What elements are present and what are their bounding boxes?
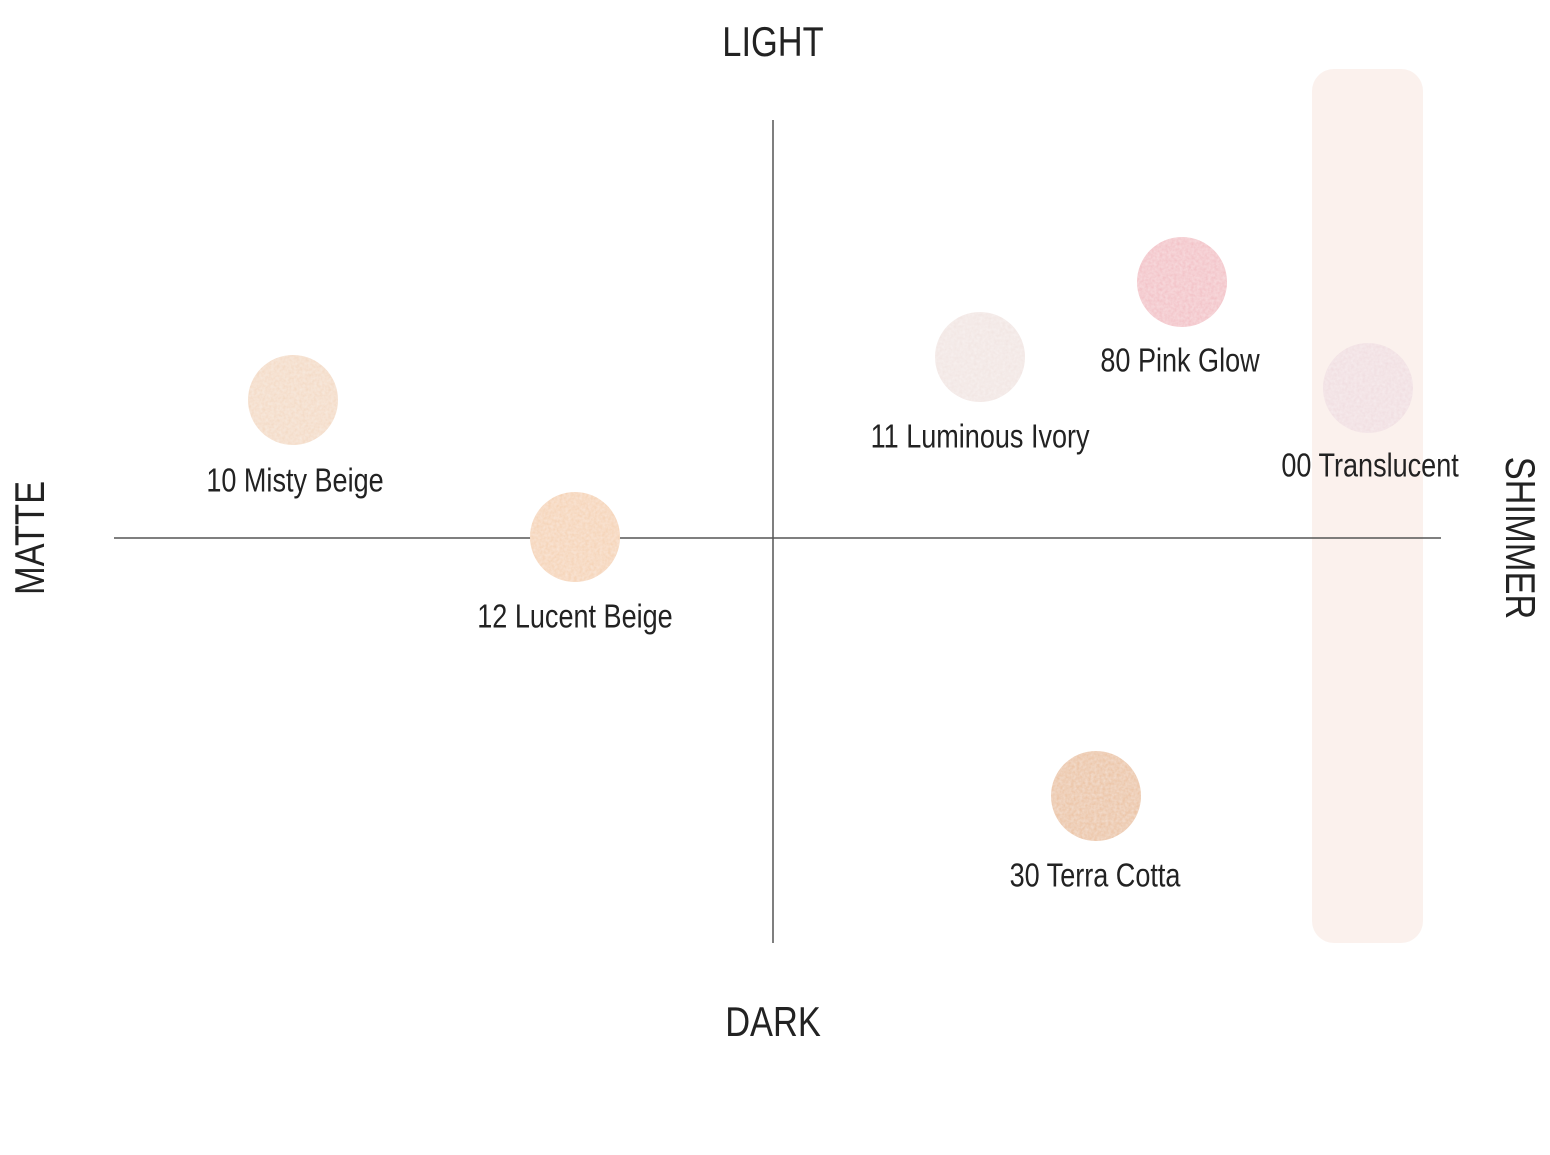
product-label: 11 Luminous Ivory	[871, 419, 1091, 455]
swatches	[248, 237, 1413, 841]
swatch	[1323, 343, 1413, 433]
product-labels: 10 Misty Beige 12 Lucent Beige 11 Lumino…	[206, 343, 1459, 894]
product-label: 80 Pink Glow	[1100, 343, 1260, 379]
product-label: 12 Lucent Beige	[477, 599, 672, 635]
swatch	[1051, 751, 1141, 841]
swatch	[1137, 237, 1227, 327]
shimmer-highlight	[1312, 69, 1423, 943]
axis-labels: LIGHT DARK MATTE SHIMMER	[7, 19, 1543, 1046]
product-label: 10 Misty Beige	[206, 463, 383, 499]
axis-right: SHIMMER	[1496, 457, 1543, 620]
product-label: 30 Terra Cotta	[1010, 858, 1181, 894]
swatch	[530, 492, 620, 582]
axis-left: MATTE	[7, 481, 54, 595]
swatch	[935, 312, 1025, 402]
axis-bottom: DARK	[725, 999, 821, 1046]
swatch	[248, 355, 338, 445]
product-label: 00 Translucent	[1281, 448, 1459, 484]
axis-top: LIGHT	[722, 19, 823, 66]
